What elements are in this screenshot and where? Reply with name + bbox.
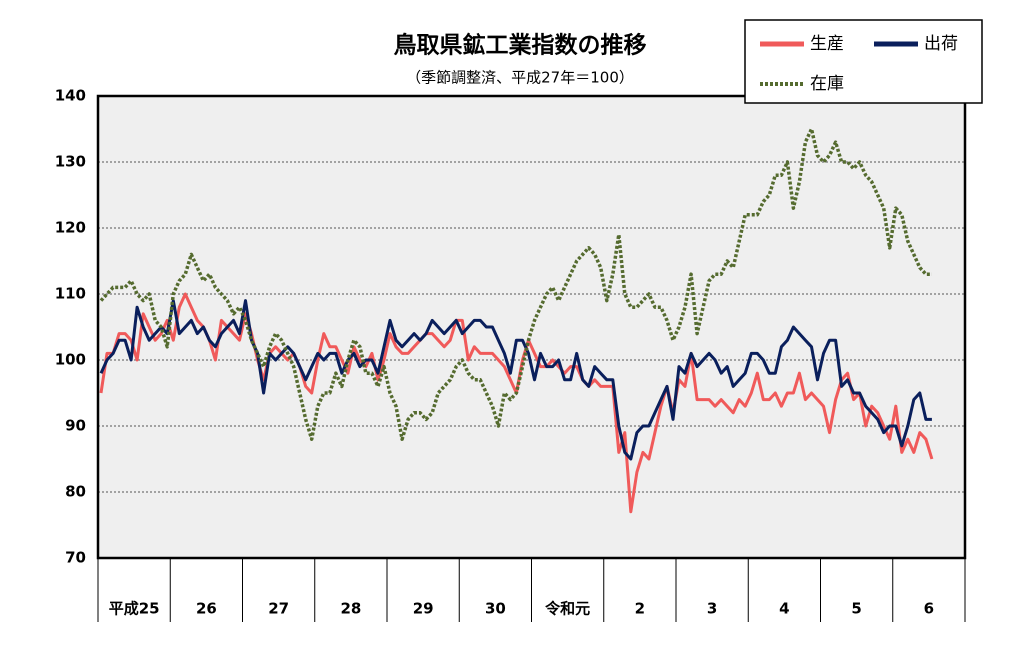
legend-label: 在庫 — [810, 74, 844, 94]
legend-label: 生産 — [810, 34, 844, 54]
y-tick-label: 90 — [65, 417, 86, 435]
x-tick-label: 平成25 — [109, 600, 160, 618]
x-tick-label: 令和元 — [545, 600, 590, 618]
x-tick-label: 27 — [268, 600, 289, 618]
line-series — [99, 299, 932, 461]
plot-border — [96, 94, 967, 560]
x-tick-label: 29 — [413, 600, 434, 618]
y-tick-label: 70 — [65, 549, 86, 567]
y-tick-label: 140 — [55, 87, 86, 105]
y-tick-label: 130 — [55, 153, 86, 171]
line-series — [99, 127, 932, 441]
chart-title: 鳥取県鉱工業指数の推移 — [394, 32, 647, 59]
x-tick-label: 30 — [485, 600, 506, 618]
x-tick-label: 4 — [779, 600, 789, 618]
legend-box — [744, 19, 983, 104]
y-tick-label: 80 — [65, 483, 86, 501]
x-tick-label: 3 — [707, 600, 717, 618]
y-tick-label: 100 — [55, 351, 86, 369]
x-tick-label: 6 — [924, 600, 934, 618]
legend-label: 出荷 — [924, 34, 958, 54]
chart-subtitle: （季節調整済、平成27年＝100） — [406, 69, 634, 87]
x-tick-label: 26 — [196, 600, 217, 618]
x-tick-label: 2 — [635, 600, 645, 618]
x-tick-label: 5 — [851, 600, 861, 618]
x-tick-label: 28 — [340, 600, 361, 618]
y-tick-label: 120 — [55, 219, 86, 237]
y-tick-label: 110 — [55, 285, 86, 303]
